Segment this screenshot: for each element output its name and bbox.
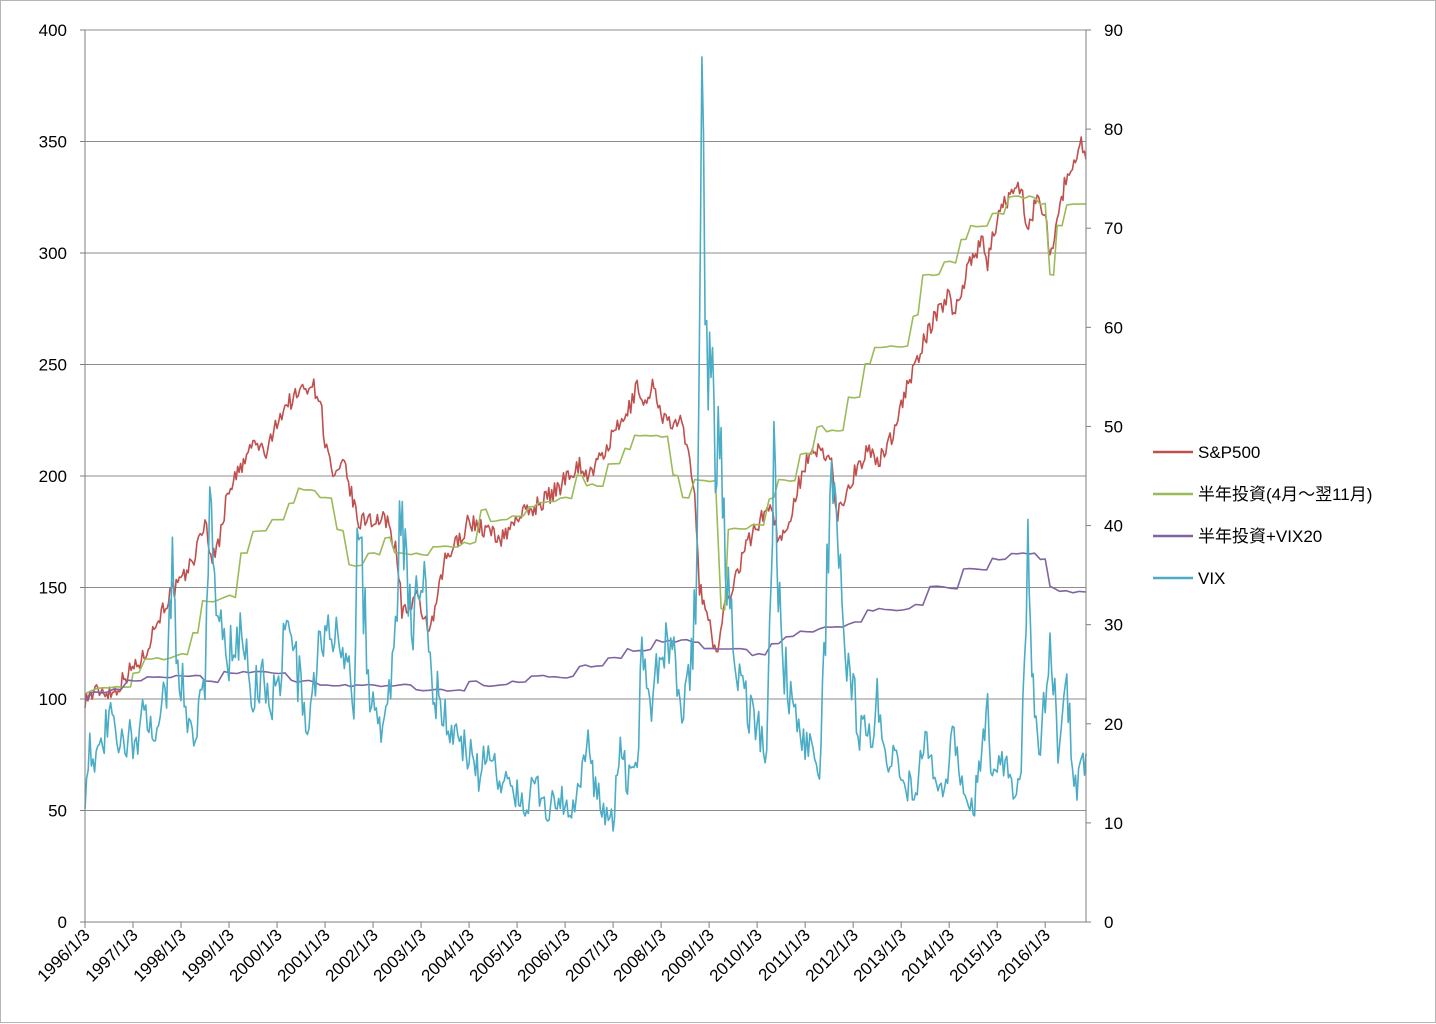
axes: 0 50 100 150 200 250 300 350 400 0 10 20 30 40 50 60 70 8…	[34, 21, 1123, 986]
y-left-tick-label: 50	[48, 802, 67, 821]
y-left-tick-label: 100	[39, 690, 67, 709]
y-right-tick-label: 30	[1104, 616, 1123, 635]
y-left-tick-label: 150	[39, 579, 67, 598]
legend: S&P500 半年投資(4月～翌11月) 半年投資+VIX20 VIX	[1153, 443, 1372, 588]
x-tick-label: 2010/1/3	[706, 925, 766, 985]
y-right-tick-label: 80	[1104, 120, 1123, 139]
y-left-tick-label: 0	[58, 913, 67, 932]
y-right-tick-label: 70	[1104, 219, 1123, 238]
y-right-tick-label: 10	[1104, 814, 1123, 833]
y-left-tick-label: 300	[39, 244, 67, 263]
gridlines	[85, 29, 1086, 811]
series-line-1	[84, 195, 1087, 695]
legend-label: VIX	[1198, 569, 1225, 588]
y-left-tick-label: 250	[39, 356, 67, 375]
y-right-tick-label: 40	[1104, 517, 1123, 536]
y-right-tick-label: 90	[1104, 21, 1123, 40]
x-tick-label: 2016/1/3	[994, 925, 1054, 985]
y-right-tick-label: 0	[1104, 913, 1113, 932]
y-left-tick-label: 400	[39, 21, 67, 40]
y-left-tick-label: 200	[39, 467, 67, 486]
legend-label: 半年投資+VIX20	[1198, 527, 1322, 546]
y-right-tick-label: 20	[1104, 715, 1123, 734]
series-lines	[84, 56, 1087, 832]
legend-label: S&P500	[1198, 443, 1260, 462]
legend-label: 半年投資(4月～翌11月)	[1198, 485, 1372, 504]
y-right-tick-label: 50	[1104, 417, 1123, 436]
series-line-0	[84, 136, 1087, 708]
series-line-3	[84, 56, 1087, 832]
y-right-tick-label: 60	[1104, 318, 1123, 337]
y-left-tick-label: 350	[39, 133, 67, 152]
series-line-2	[84, 552, 1087, 702]
